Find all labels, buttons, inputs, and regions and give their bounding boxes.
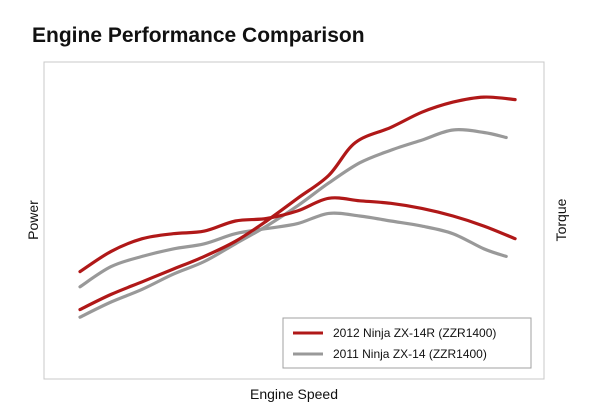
legend-label-2011: 2011 Ninja ZX-14 (ZZR1400) [333,347,487,361]
y-axis-label-left: Power [25,200,41,240]
series-line-2012-power [78,95,517,312]
legend: 2012 Ninja ZX-14R (ZZR1400) 2011 Ninja Z… [282,317,532,369]
legend-label-2012: 2012 Ninja ZX-14R (ZZR1400) [333,326,496,340]
series-line-2011-power [78,128,508,319]
y-axis-label-right: Torque [553,198,569,241]
series-line-2012-torque [78,196,517,274]
legend-box [282,317,532,369]
series-lines [78,95,517,319]
chart-title: Engine Performance Comparison [32,24,365,47]
series-line-2011-torque [78,211,508,289]
x-axis-label: Engine Speed [250,386,338,402]
